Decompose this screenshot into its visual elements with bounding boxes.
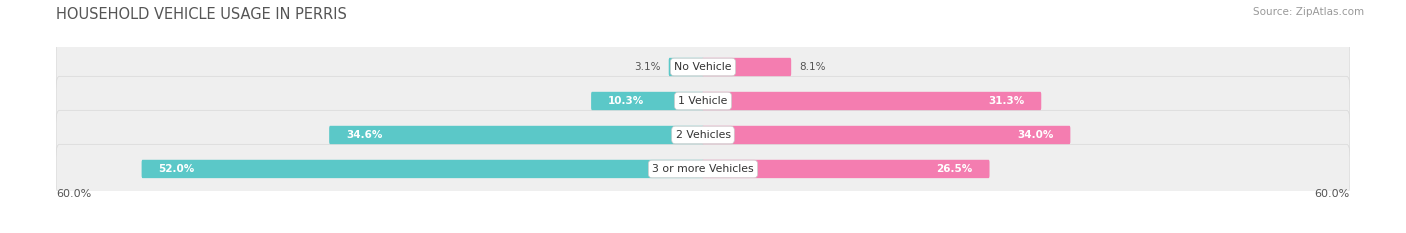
- Text: 3 or more Vehicles: 3 or more Vehicles: [652, 164, 754, 174]
- Text: No Vehicle: No Vehicle: [675, 62, 731, 72]
- FancyBboxPatch shape: [702, 160, 990, 178]
- Text: 31.3%: 31.3%: [988, 96, 1024, 106]
- FancyBboxPatch shape: [329, 126, 704, 144]
- Text: 60.0%: 60.0%: [1315, 189, 1350, 199]
- FancyBboxPatch shape: [142, 160, 704, 178]
- FancyBboxPatch shape: [669, 58, 704, 76]
- FancyBboxPatch shape: [56, 144, 1350, 194]
- Text: 3.1%: 3.1%: [634, 62, 661, 72]
- FancyBboxPatch shape: [56, 76, 1350, 126]
- Text: 60.0%: 60.0%: [56, 189, 91, 199]
- FancyBboxPatch shape: [702, 126, 1070, 144]
- Text: 34.6%: 34.6%: [346, 130, 382, 140]
- Text: 26.5%: 26.5%: [936, 164, 973, 174]
- Text: 34.0%: 34.0%: [1017, 130, 1053, 140]
- FancyBboxPatch shape: [591, 92, 704, 110]
- Text: 1 Vehicle: 1 Vehicle: [678, 96, 728, 106]
- Text: 2 Vehicles: 2 Vehicles: [675, 130, 731, 140]
- FancyBboxPatch shape: [56, 42, 1350, 92]
- Text: 52.0%: 52.0%: [159, 164, 195, 174]
- Text: 8.1%: 8.1%: [799, 62, 825, 72]
- FancyBboxPatch shape: [702, 92, 1042, 110]
- Text: 10.3%: 10.3%: [609, 96, 644, 106]
- FancyBboxPatch shape: [56, 110, 1350, 160]
- FancyBboxPatch shape: [702, 58, 792, 76]
- Text: HOUSEHOLD VEHICLE USAGE IN PERRIS: HOUSEHOLD VEHICLE USAGE IN PERRIS: [56, 7, 347, 22]
- Text: Source: ZipAtlas.com: Source: ZipAtlas.com: [1253, 7, 1364, 17]
